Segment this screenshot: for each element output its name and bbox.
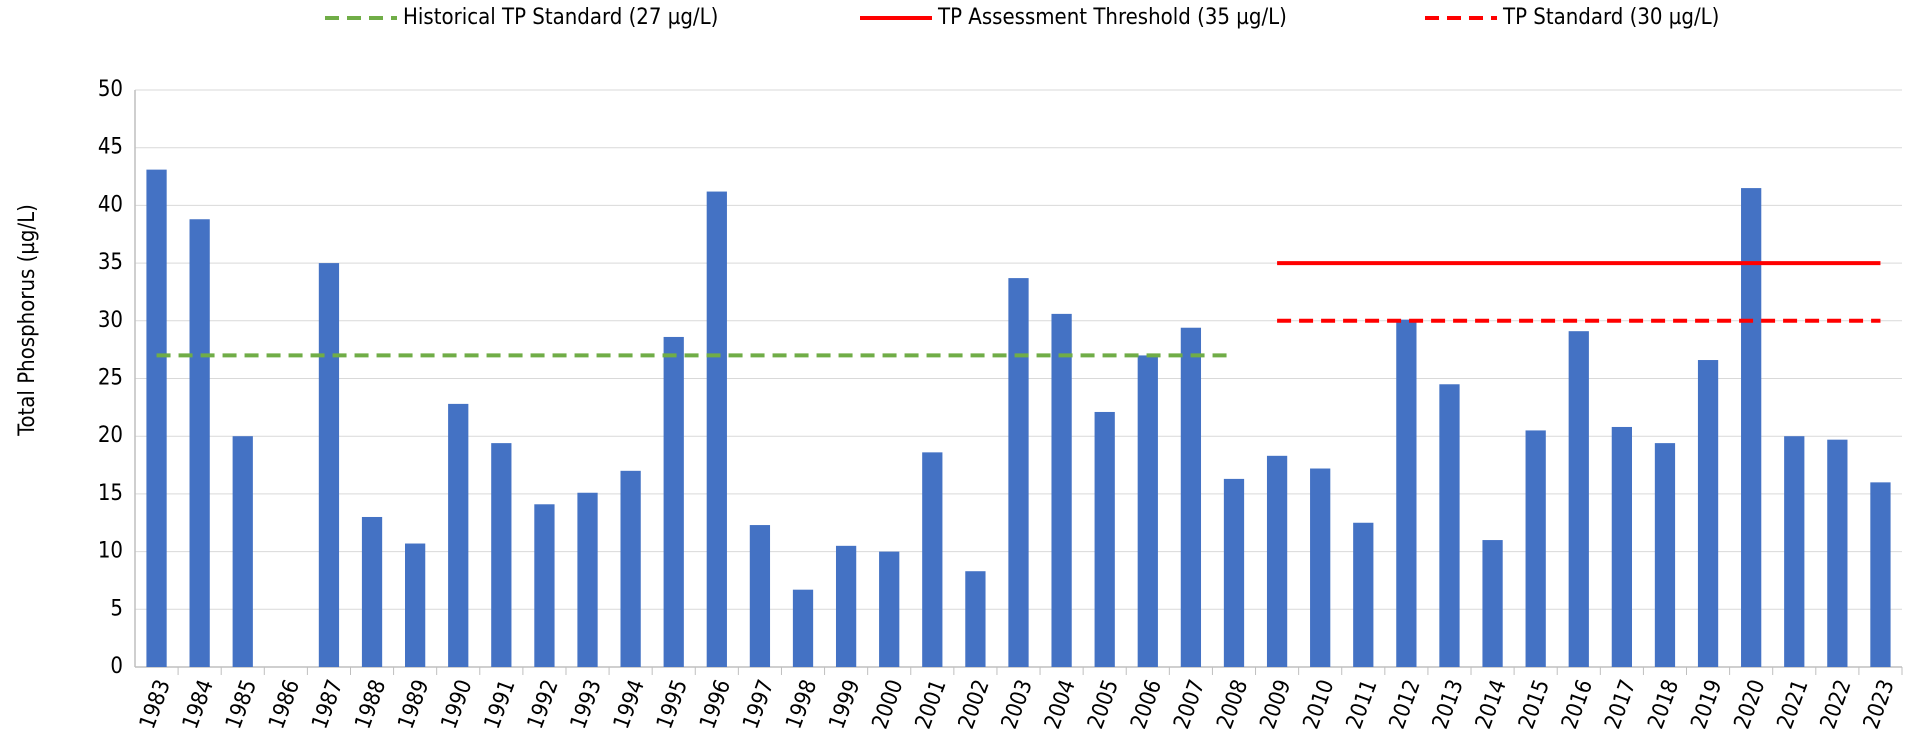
bar <box>1525 430 1546 667</box>
bar <box>1051 313 1072 667</box>
legend-label: TP Standard (30 µg/L) <box>1502 5 1719 30</box>
x-tick-label: 2017 <box>1600 677 1641 733</box>
y-tick-label: 5 <box>110 596 123 621</box>
bar <box>1223 478 1245 667</box>
bar <box>146 169 167 667</box>
x-tick-label: 1989 <box>394 677 435 733</box>
bar <box>1611 426 1632 667</box>
x-tick-label: 1987 <box>307 677 348 733</box>
bar <box>1741 188 1762 667</box>
x-tick-label: 2002 <box>954 677 995 733</box>
legend-label: TP Assessment Threshold (35 µg/L) <box>937 5 1287 30</box>
bar <box>1094 411 1115 667</box>
bar <box>189 219 210 668</box>
x-tick-label: 1985 <box>221 677 262 733</box>
x-tick-label: 1990 <box>437 677 478 733</box>
bar <box>965 571 986 667</box>
x-tick-label: 2004 <box>1040 677 1081 733</box>
x-tick-label: 1999 <box>825 677 866 733</box>
x-tick-label: 2019 <box>1687 677 1728 733</box>
y-tick-label: 25 <box>98 366 123 391</box>
y-tick-label: 10 <box>98 539 123 564</box>
bar <box>1482 540 1503 667</box>
bar <box>1697 360 1719 667</box>
y-tick-label: 30 <box>98 308 123 333</box>
x-tick-label: 2007 <box>1169 677 1210 733</box>
x-tick-label: 2015 <box>1514 677 1555 733</box>
bar <box>1870 482 1891 667</box>
x-tick-label: 2010 <box>1299 677 1340 733</box>
x-tick-label: 2023 <box>1859 677 1900 733</box>
x-tick-label: 2018 <box>1644 677 1685 733</box>
x-tick-label: 2016 <box>1557 677 1598 733</box>
x-tick-label: 2013 <box>1428 677 1469 733</box>
x-tick-label: 2022 <box>1816 677 1857 733</box>
x-tick-label: 1995 <box>652 677 693 733</box>
bar <box>534 504 555 667</box>
bar <box>922 452 943 667</box>
bar <box>749 525 771 667</box>
bar <box>577 492 598 667</box>
bar <box>232 436 253 667</box>
bar <box>491 443 512 667</box>
legend-label: Historical TP Standard (27 µg/L) <box>403 5 718 30</box>
x-tick-label: 2009 <box>1256 677 1297 733</box>
y-tick-label: 50 <box>98 77 123 102</box>
bar <box>1266 455 1288 667</box>
y-tick-label: 35 <box>98 250 123 275</box>
bar <box>1568 331 1589 667</box>
x-tick-label: 1992 <box>523 677 564 733</box>
bar <box>879 551 900 667</box>
bar <box>1396 319 1417 667</box>
x-tick-label: 2011 <box>1342 677 1383 733</box>
x-tick-label: 2005 <box>1083 677 1124 733</box>
bar <box>1353 522 1374 667</box>
x-tick-label: 2000 <box>868 677 909 733</box>
bar <box>1784 436 1805 667</box>
bar <box>1310 468 1331 667</box>
bar <box>1654 443 1676 667</box>
x-tick-label: 2021 <box>1773 677 1814 733</box>
bar <box>706 191 727 667</box>
x-tick-label: 1991 <box>480 677 521 733</box>
y-tick-label: 15 <box>98 481 123 506</box>
bar <box>1180 327 1202 667</box>
x-tick-label: 1994 <box>609 677 650 733</box>
y-tick-label: 40 <box>98 192 123 217</box>
bar <box>1439 384 1460 667</box>
bar <box>405 543 426 667</box>
x-tick-label: 2001 <box>911 677 952 733</box>
x-tick-label: 2012 <box>1385 677 1426 733</box>
y-axis-title: Total Phosphorus (µg/L) <box>15 204 40 437</box>
x-tick-label: 1984 <box>178 677 219 733</box>
bar <box>1008 278 1029 667</box>
y-tick-label: 45 <box>98 135 123 160</box>
bar <box>318 263 340 667</box>
x-tick-label: 1988 <box>351 677 392 733</box>
bar <box>792 589 814 667</box>
x-tick-label: 2020 <box>1730 677 1771 733</box>
x-tick-label: 2003 <box>997 677 1038 733</box>
bar <box>1137 355 1158 667</box>
x-tick-label: 2006 <box>1126 677 1167 733</box>
bar <box>361 516 383 667</box>
bar <box>620 470 641 667</box>
x-tick-label: 1998 <box>782 677 823 733</box>
x-tick-label: 1983 <box>135 677 176 733</box>
x-tick-label: 1986 <box>264 677 305 733</box>
y-tick-label: 20 <box>98 423 123 448</box>
bar <box>663 336 684 667</box>
y-tick-label: 0 <box>110 654 123 679</box>
x-tick-label: 2014 <box>1471 677 1512 733</box>
x-tick-label: 1993 <box>566 677 607 733</box>
x-tick-label: 1997 <box>738 677 779 733</box>
bar <box>1827 439 1848 667</box>
x-tick-label: 1996 <box>695 677 736 733</box>
x-tick-label: 2008 <box>1213 677 1254 733</box>
bar <box>835 545 857 667</box>
bar <box>448 403 469 667</box>
